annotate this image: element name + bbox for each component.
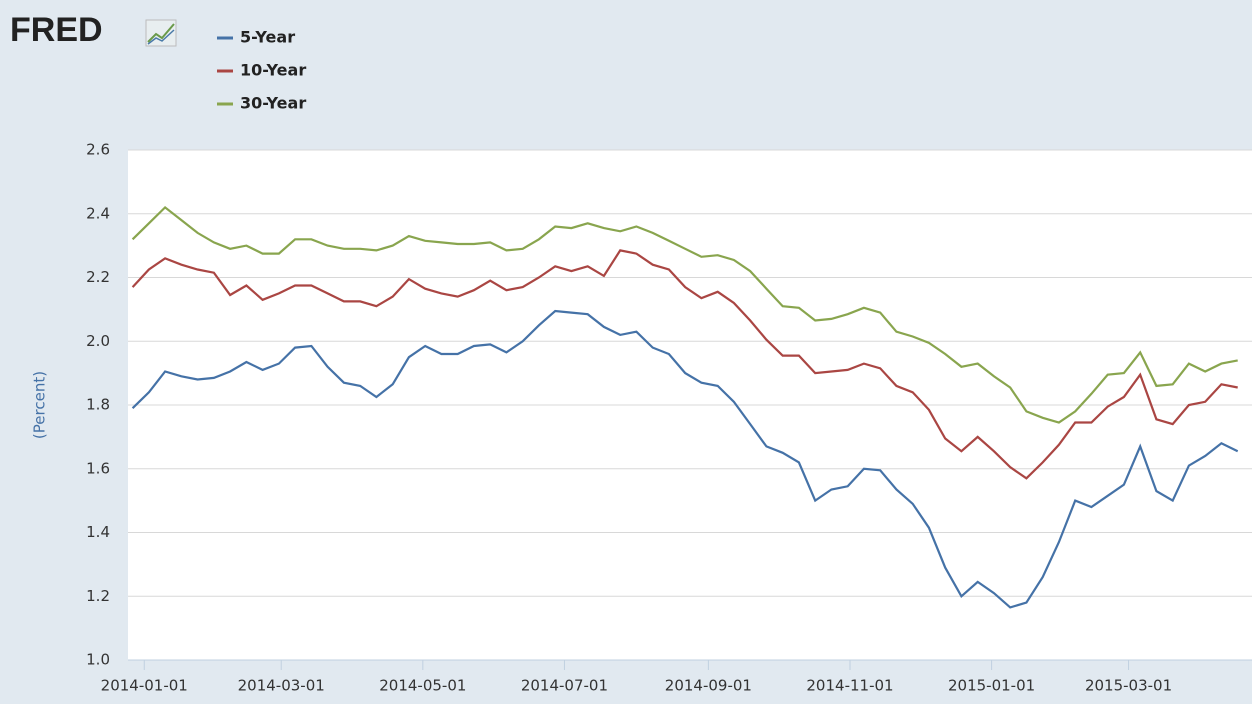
line-series [131,249,1238,480]
line-series [131,205,1238,424]
x-tick-label: 2014-11-01 [806,677,893,695]
y-tick-label: 2.2 [86,268,110,286]
y-axis-label: (Percent) [31,371,49,439]
x-tick-label: 2014-05-01 [379,677,466,695]
y-tick-label: 2.6 [86,141,110,159]
y-tick-label: 1.4 [86,523,110,541]
y-tick-label: 1.2 [86,587,110,605]
x-tick-label: 2014-07-01 [521,677,608,695]
legend-label: 30-Year [240,94,306,113]
y-tick-label: 2.0 [86,332,110,350]
legend-label: 5-Year [240,28,295,47]
y-tick-label: 2.4 [86,204,110,222]
legend-label: 10-Year [240,61,306,80]
line-series [131,309,1239,609]
x-tick-label: 2014-09-01 [665,677,752,695]
x-tick-label: 2015-03-01 [1085,677,1172,695]
x-tick-label: 2014-03-01 [238,677,325,695]
logo-icon [145,19,177,47]
y-tick-label: 1.8 [86,396,110,414]
y-tick-label: 1.6 [86,459,110,477]
y-tick-label: 1.0 [86,651,110,669]
x-tick-label: 2015-01-01 [948,677,1035,695]
logo: FRED [10,11,103,49]
x-tick-label: 2014-01-01 [101,677,188,695]
